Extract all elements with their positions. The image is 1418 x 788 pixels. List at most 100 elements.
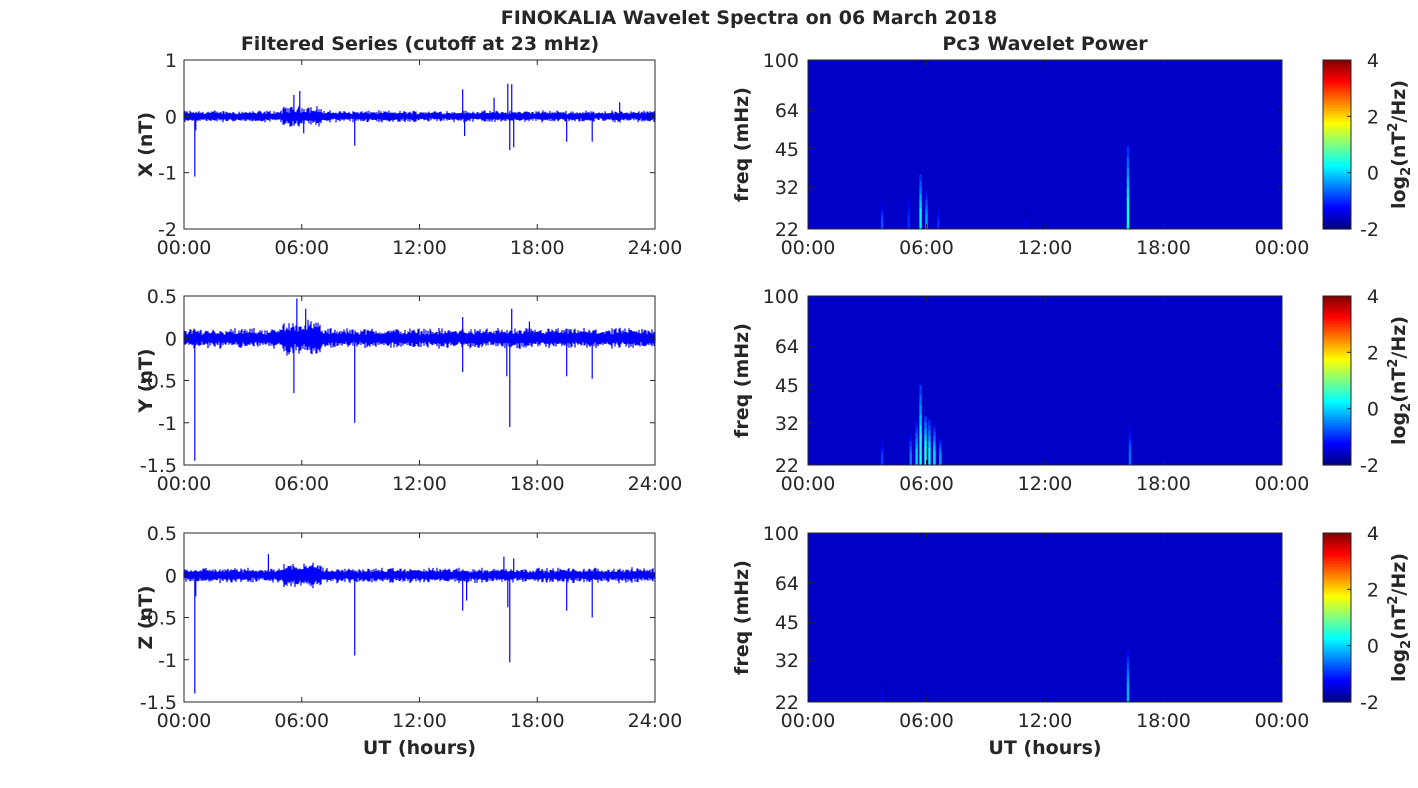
y-tick-label: 1 bbox=[165, 50, 177, 72]
heatmap-burst bbox=[915, 449, 918, 456]
colorbar-segment bbox=[1323, 189, 1351, 193]
colorbar-segment bbox=[1323, 181, 1351, 185]
y-tick-label: -1 bbox=[158, 650, 177, 672]
x-tick-label: 00:00 bbox=[781, 473, 836, 495]
y-tick-label: 45 bbox=[775, 139, 799, 161]
colorbar-segment bbox=[1323, 555, 1351, 559]
line-panel-y: 0.5 0 -0.5 -1 -1.500:00 06:00 12:00 18:00 24:00 Y… bbox=[135, 286, 682, 495]
colorbar-segment bbox=[1323, 431, 1351, 435]
heatmap-burst bbox=[925, 214, 928, 220]
colorbar-segment bbox=[1323, 68, 1351, 72]
colorbar-segment bbox=[1323, 223, 1351, 227]
colorbar-segment bbox=[1323, 90, 1351, 95]
colorbar-segment bbox=[1323, 212, 1351, 216]
heatmap-burst bbox=[919, 385, 922, 396]
heatmap-burst bbox=[939, 458, 942, 463]
colorbar-segment bbox=[1323, 158, 1351, 162]
colorbar-segment bbox=[1323, 645, 1351, 650]
y-tick-label: 64 bbox=[775, 100, 799, 122]
x-tick-label: 00:00 bbox=[1255, 237, 1310, 259]
figure-title: FINOKALIA Wavelet Spectra on 06 March 20… bbox=[501, 7, 997, 29]
colorbar-segment bbox=[1323, 119, 1351, 123]
heatmap-burst bbox=[933, 441, 936, 447]
colorbar-segment bbox=[1323, 462, 1351, 466]
heatmap-burst bbox=[924, 446, 927, 454]
y-tick-label: 32 bbox=[775, 650, 799, 672]
colorbar-segment bbox=[1323, 569, 1351, 574]
colorbar-segment bbox=[1323, 341, 1351, 345]
heatmap-burst bbox=[880, 699, 884, 703]
x-tick-label: 24:00 bbox=[628, 237, 683, 259]
y-tick-label: 22 bbox=[775, 692, 799, 714]
colorbar-segment bbox=[1323, 76, 1351, 81]
y-tick-label: 32 bbox=[775, 413, 799, 435]
colorbar-segment bbox=[1323, 563, 1351, 568]
colorbar-tick-label: 2 bbox=[1367, 342, 1379, 364]
heatmap-burst bbox=[928, 419, 931, 426]
heatmap-burst bbox=[925, 205, 928, 211]
colorbar-label-part: (nT bbox=[1388, 368, 1410, 403]
colorbar-segment bbox=[1323, 620, 1351, 624]
colorbar-segment bbox=[1323, 640, 1351, 644]
x-tick-label: 06:00 bbox=[274, 710, 329, 732]
heatmap-burst bbox=[933, 436, 936, 442]
colorbar-label-part: (nT bbox=[1388, 132, 1410, 167]
y-tick-label: -1.5 bbox=[140, 692, 177, 714]
plot-area bbox=[184, 533, 655, 702]
colorbar-segment bbox=[1323, 352, 1351, 356]
heatmap-burst bbox=[919, 405, 922, 416]
colorbar-segment bbox=[1323, 445, 1351, 449]
heatmap-burst bbox=[1128, 426, 1132, 433]
heatmap-background bbox=[808, 60, 1282, 229]
colorbar-label-part: 2 bbox=[1386, 123, 1401, 132]
x-tick-label: 24:00 bbox=[628, 710, 683, 732]
colorbar-segment bbox=[1323, 687, 1351, 692]
colorbar-label: log2(nT2/Hz) bbox=[1386, 80, 1414, 209]
heatmap-burst bbox=[924, 458, 927, 466]
colorbar-segment bbox=[1323, 88, 1351, 92]
heatmap-burst bbox=[915, 459, 918, 466]
colorbar-segment bbox=[1323, 572, 1351, 576]
colorbar-segment bbox=[1323, 662, 1351, 666]
heatmap-burst bbox=[923, 695, 926, 698]
colorbar-segment bbox=[1323, 414, 1351, 418]
colorbar-segment bbox=[1323, 583, 1351, 588]
colorbar-segment bbox=[1323, 388, 1351, 393]
y-tick-label: -1 bbox=[158, 413, 177, 435]
colorbar-segment bbox=[1323, 459, 1351, 463]
colorbar-segment bbox=[1323, 62, 1351, 67]
heatmap-burst bbox=[880, 692, 884, 696]
x-tick-label: 12:00 bbox=[1018, 237, 1073, 259]
x-tick-label: 18:00 bbox=[510, 237, 565, 259]
colorbar-segment bbox=[1323, 549, 1351, 554]
colorbar-segment bbox=[1323, 453, 1351, 458]
heatmap-burst bbox=[919, 194, 922, 203]
x-tick-label: 12:00 bbox=[392, 473, 447, 495]
colorbar-segment bbox=[1323, 164, 1351, 168]
heatmap-burst bbox=[880, 222, 884, 227]
heatmap-burst bbox=[915, 433, 918, 440]
colorbar-segment bbox=[1323, 611, 1351, 616]
y-tick-label: -1 bbox=[158, 163, 177, 185]
colorbar-label-part: log bbox=[1388, 649, 1410, 682]
colorbar-tick-label: 2 bbox=[1367, 106, 1379, 128]
colorbar-segment bbox=[1323, 594, 1351, 599]
colorbar-segment bbox=[1323, 355, 1351, 359]
heatmap-burst bbox=[933, 445, 936, 452]
heatmap-burst bbox=[1126, 146, 1130, 158]
heatmap-burst bbox=[923, 697, 926, 699]
colorbar-segment bbox=[1323, 448, 1351, 452]
colorbar-label-part: /Hz) bbox=[1388, 80, 1410, 123]
colorbar-segment bbox=[1323, 668, 1351, 672]
colorbar-segment bbox=[1323, 298, 1351, 303]
y-tick-label: 0.5 bbox=[147, 286, 177, 308]
colorbar-segment bbox=[1323, 155, 1351, 160]
heatmap-burst bbox=[1128, 431, 1132, 437]
x-tick-label: 12:00 bbox=[1018, 473, 1073, 495]
colorbar-segment bbox=[1323, 428, 1351, 432]
heatmap-burst bbox=[933, 455, 936, 461]
colorbar-segment bbox=[1323, 169, 1351, 174]
heatmap-burst bbox=[915, 454, 918, 461]
colorbar-segment bbox=[1323, 656, 1351, 661]
heatmap-burst bbox=[919, 180, 922, 189]
